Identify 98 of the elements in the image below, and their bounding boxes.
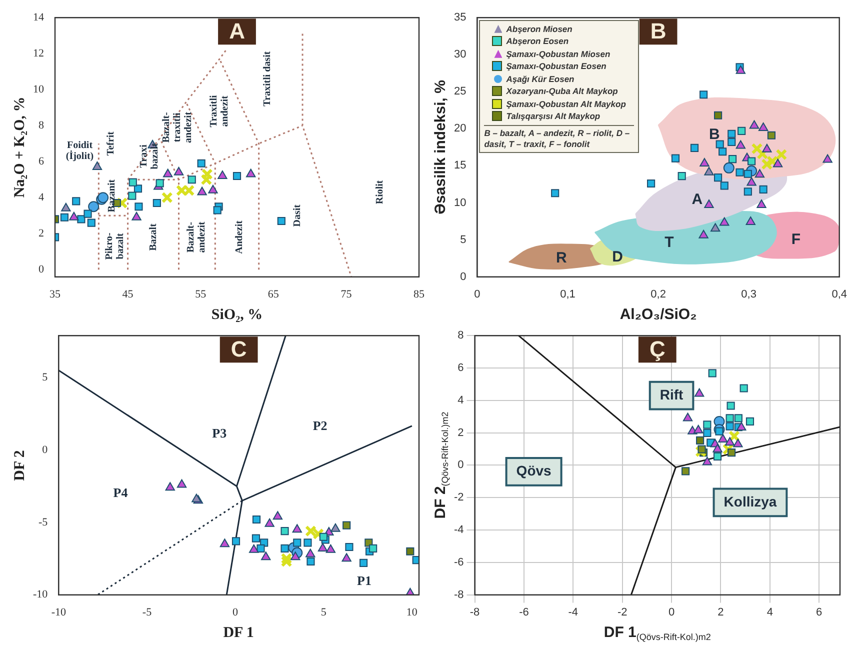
annotation: Dasit [292, 204, 303, 227]
annotation: B – bazalt, A – andezit, R – riolit, D – dasit, T – traxit, F – fonolit [484, 124, 634, 150]
chart-title: C [230, 336, 247, 362]
y-tick-label: -6 [454, 556, 464, 568]
annotation: Traxi bazalt [138, 142, 161, 170]
annotation: R [556, 249, 568, 266]
y-tick-label: 5 [460, 234, 466, 246]
y-tick-label: 2 [38, 227, 44, 240]
legend-label: Xəzəryanı-Quba Alt Maykop [506, 85, 619, 98]
y-tick-label: 25 [454, 86, 466, 98]
y-tick-label: 35 [454, 12, 466, 24]
chart-title: B [650, 18, 666, 44]
chart-title: A [229, 18, 246, 44]
annotation: Qövs [516, 462, 552, 479]
annotation: Bazalt [148, 222, 159, 251]
chart-title: Ç [649, 336, 666, 362]
annotation: Bazanit [106, 178, 118, 212]
x-tick-label: 0 [232, 606, 239, 618]
y-tick-label: -4 [454, 524, 464, 536]
x-tick-label: 45 [122, 288, 134, 300]
annotation: Andezit [234, 220, 245, 254]
y-tick-label: 4 [38, 191, 44, 204]
annotation: Traxitli dasit [262, 50, 274, 106]
y-tick-label: 10 [454, 196, 466, 209]
x-tick-label: 0,3 [741, 288, 756, 300]
x-tick-label: -5 [142, 606, 152, 618]
y-tick-label: 4 [458, 394, 464, 406]
x-tick-label: 0,2 [650, 288, 666, 300]
legend-label: Şamaxı-Qobustan Miosen [506, 48, 612, 60]
annotation: Rift [660, 386, 684, 402]
legend-label: Abşeron Eosen [506, 35, 570, 48]
x-tick-label: 2 [718, 606, 724, 618]
y-axis-title: Əsasilik indeksi, % [432, 80, 450, 214]
x-tick-label: 0,1 [560, 288, 576, 300]
x-tick-label: -10 [51, 606, 66, 618]
y-tick-label: 14 [33, 11, 44, 24]
annotation: B [709, 126, 720, 143]
y-axis-title: DF 2 [12, 450, 28, 481]
x-tick-label: 5 [320, 606, 327, 618]
x-tick-label: 85 [414, 288, 425, 300]
y-tick-label: -5 [38, 516, 48, 528]
annotation: Riolit [374, 180, 386, 204]
x-tick-label: 0 [668, 606, 675, 618]
y-tick-label: 6 [38, 155, 44, 168]
annotation: P2 [312, 418, 328, 434]
y-tick-label: 2 [458, 426, 464, 439]
y-tick-label: -8 [454, 588, 464, 601]
y-tick-label: 10 [33, 83, 44, 96]
y-tick-label: -10 [32, 588, 48, 601]
x-tick-label: 75 [340, 288, 352, 300]
legend-label: Abşeron Miosen [506, 22, 574, 36]
x-tick-label: 0 [474, 288, 480, 300]
annotation: Kollizya [724, 493, 777, 510]
y-tick-label: 15 [454, 160, 466, 172]
y-tick-label: 20 [454, 122, 466, 135]
annotation: D [612, 248, 624, 266]
legend-label: Şamaxı-Qobustan Alt Maykop [506, 98, 627, 110]
y-axis-title: Na₂O + K₂O, % [12, 96, 28, 198]
annotation: Traxitli andezit [208, 94, 231, 128]
x-axis-title: DF 1 [223, 624, 254, 641]
y-tick-label: 0 [42, 444, 48, 456]
y-tick-label: 5 [42, 371, 48, 384]
legend-label: Talışqarşısı Alt Maykop [506, 110, 602, 123]
y-axis-title: DF 2(Qövs-Rift-Kol.)m2 [432, 412, 450, 519]
y-tick-label: 8 [458, 330, 464, 342]
x-tick-label: 0,4 [832, 288, 848, 300]
annotation: Foidit (İjolit) [66, 140, 94, 162]
x-tick-label: 10 [406, 606, 418, 618]
annotation: Bazalt- andezit [185, 220, 208, 253]
annotation: Tefrit [106, 130, 117, 156]
x-axis-title: Al₂O₃/SiO₂ [620, 306, 697, 324]
x-tick-label: 65 [268, 288, 280, 300]
legend-label: Aşağı Kür Eosen [506, 72, 576, 86]
y-tick-label: 0 [458, 459, 464, 472]
annotation: T [664, 234, 674, 251]
x-tick-label: 4 [766, 606, 773, 618]
annotation: P3 [212, 425, 228, 440]
x-axis-title: SiO₂, % [211, 306, 263, 323]
annotation: Bazalt- traxitli andezit [160, 111, 194, 143]
y-tick-label: -2 [454, 492, 464, 504]
x-tick-label: -6 [519, 606, 529, 618]
annotation: F [791, 230, 800, 248]
annotation: A [692, 190, 703, 208]
y-tick-label: 12 [33, 47, 44, 60]
annotation: P1 [357, 573, 372, 588]
y-tick-label: 30 [454, 48, 466, 61]
x-tick-label: -8 [470, 606, 480, 618]
x-tick-label: 55 [195, 288, 207, 300]
x-tick-label: -2 [617, 606, 628, 618]
y-tick-label: 0 [460, 270, 466, 283]
annotation: P4 [113, 484, 128, 500]
x-tick-label: 6 [816, 606, 822, 618]
y-tick-label: 8 [38, 119, 44, 132]
y-tick-label: 6 [458, 362, 464, 374]
annotation: Pikro- bazalt [104, 232, 126, 260]
x-tick-label: -4 [568, 606, 578, 618]
y-tick-label: 0 [38, 263, 44, 276]
legend-label: Şamaxı-Qobustan Eosen [506, 60, 608, 73]
